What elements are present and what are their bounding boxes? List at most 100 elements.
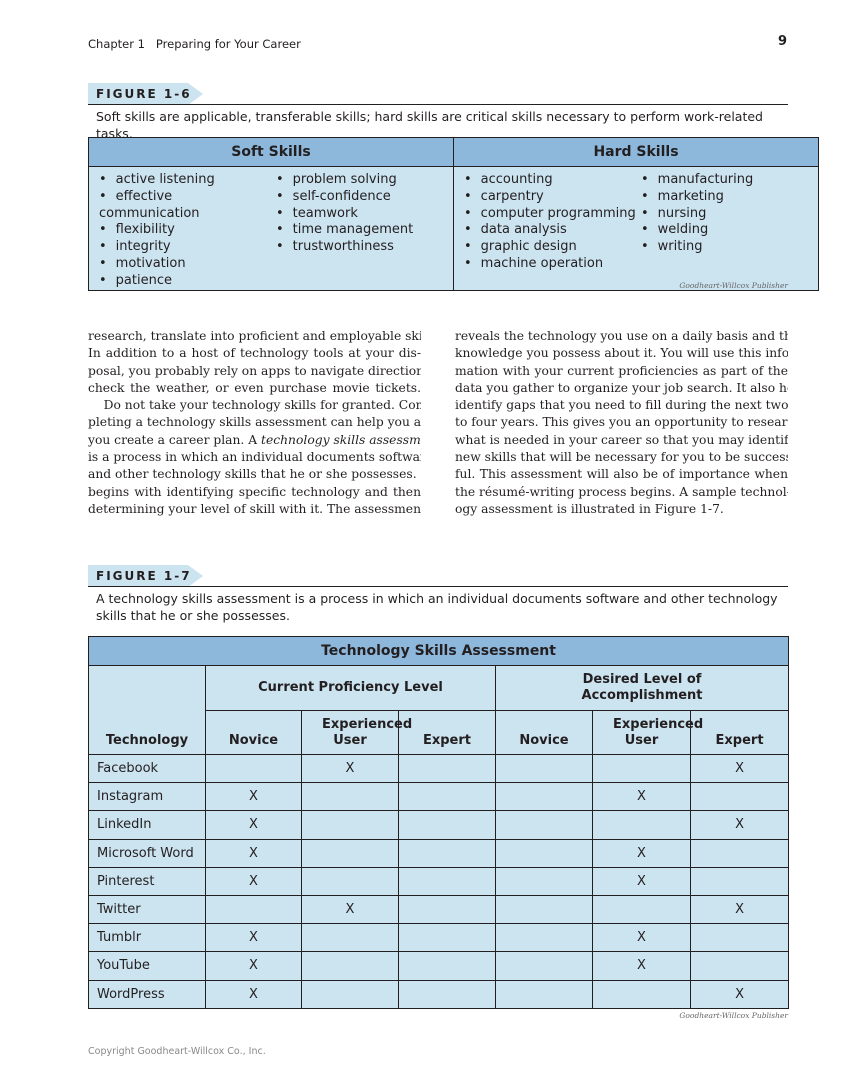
level-cell <box>301 923 399 953</box>
skill-item: time management <box>276 222 453 239</box>
table-row: YouTube X X <box>88 951 790 981</box>
page-number: 9 <box>778 34 788 49</box>
text-line: identify gaps that you need to fill duri… <box>455 398 788 413</box>
hard-skills-cell: accountingcarpentrycomputer programmingd… <box>453 166 819 291</box>
level-cell: X <box>592 866 691 896</box>
text-line: ogy assessment is illustrated in Figure … <box>455 501 724 516</box>
level-cell <box>205 753 302 784</box>
skill-item: active listening <box>99 172 276 189</box>
level-cell: X <box>689 810 790 840</box>
level-cell: X <box>592 782 691 812</box>
body-column-left: research, translate into proficient and … <box>88 328 421 518</box>
level-cell: X <box>689 753 790 784</box>
level-cell: X <box>592 838 691 868</box>
table-row: Instagram X X <box>88 782 790 812</box>
text-line: determining your level of skill with it.… <box>88 501 421 516</box>
level-cell: X <box>689 894 790 925</box>
level-cell <box>301 866 399 896</box>
hard-skills-header: Hard Skills <box>453 137 819 167</box>
table-row: Pinterest X X <box>88 866 790 896</box>
level-cell <box>398 951 496 981</box>
table-row: Microsoft Word X X <box>88 838 790 868</box>
level-cell <box>398 923 496 953</box>
level-cell <box>495 810 593 840</box>
level-cell <box>301 979 399 1009</box>
text-line: and other technology skills that he or s… <box>88 467 421 482</box>
text-line: reveals the technology you use on a dail… <box>455 329 788 343</box>
technology-name: WordPress <box>88 979 206 1009</box>
figure-label: FIGURE 1-6 <box>88 83 203 105</box>
column-header: Technology <box>88 665 206 755</box>
figure-credit: Goodheart-Willcox Publisher <box>679 281 788 290</box>
level-cell <box>495 838 593 868</box>
level-cell <box>398 810 496 840</box>
figure-credit: Goodheart-Willcox Publisher <box>679 1011 788 1020</box>
level-cell <box>205 894 302 925</box>
soft-skills-header: Soft Skills <box>88 137 454 167</box>
level-cell <box>495 923 593 953</box>
text-line: mation with your current proficiencies a… <box>455 363 788 378</box>
technology-name: Microsoft Word <box>88 838 206 868</box>
level-cell <box>495 951 593 981</box>
text-line: In addition to a host of technology tool… <box>88 346 421 361</box>
text-line: ful. This assessment will also be of imp… <box>455 467 788 482</box>
level-cell <box>301 838 399 868</box>
technology-name: LinkedIn <box>88 810 206 840</box>
skill-item: data analysis <box>464 222 641 239</box>
text-line: the résumé-writing process begins. A sam… <box>455 484 788 499</box>
table-row: Tumblr X X <box>88 923 790 953</box>
level-cell: X <box>592 951 691 981</box>
column-header: Experienced User <box>301 710 412 755</box>
skill-item: integrity <box>99 239 276 256</box>
skill-item: effective communication <box>99 189 276 223</box>
skill-item: carpentry <box>464 189 641 206</box>
text-line: posal, you probably rely on apps to navi… <box>88 363 421 378</box>
text-line: what is needed in your career so that yo… <box>455 432 788 447</box>
level-cell <box>495 894 593 925</box>
skill-item: manufacturing <box>641 172 818 189</box>
level-cell <box>495 866 593 896</box>
figure-label: FIGURE 1-7 <box>88 565 203 587</box>
technology-name: Instagram <box>88 782 206 812</box>
text-line: new skills that will be necessary for yo… <box>455 450 788 465</box>
skill-item: writing <box>641 239 818 256</box>
skill-item: marketing <box>641 189 818 206</box>
text-line: begins with identifying specific technol… <box>88 484 421 499</box>
divider <box>88 104 788 105</box>
level-cell <box>592 894 691 925</box>
technology-name: Twitter <box>88 894 206 925</box>
text-line: research, translate into proficient and … <box>88 329 421 343</box>
level-cell <box>689 782 790 812</box>
technology-name: YouTube <box>88 951 206 981</box>
level-cell: X <box>205 838 302 868</box>
soft-skills-cell: active listeningeffective communicationf… <box>88 166 454 291</box>
technology-name: Facebook <box>88 753 206 784</box>
group-header-current: Current Proficiency Level <box>205 665 496 711</box>
skill-item: nursing <box>641 206 818 223</box>
skill-item: patience <box>99 273 276 290</box>
skill-item: problem solving <box>276 172 453 189</box>
table-row: WordPress X X <box>88 979 790 1009</box>
skill-item: machine operation <box>464 256 641 273</box>
column-header: Expert <box>689 710 790 755</box>
skill-item: trustworthiness <box>276 239 453 256</box>
level-cell <box>592 979 691 1009</box>
column-header: Novice <box>205 710 302 755</box>
level-cell <box>398 838 496 868</box>
level-cell: X <box>301 894 399 925</box>
level-cell: X <box>205 782 302 812</box>
level-cell <box>689 951 790 981</box>
level-cell <box>398 782 496 812</box>
table-row: LinkedIn X X <box>88 810 790 840</box>
level-cell <box>689 838 790 868</box>
level-cell: X <box>592 923 691 953</box>
level-cell <box>592 810 691 840</box>
level-cell <box>301 782 399 812</box>
level-cell: X <box>301 753 399 784</box>
level-cell <box>495 782 593 812</box>
skill-item: welding <box>641 222 818 239</box>
level-cell: X <box>205 923 302 953</box>
level-cell <box>495 753 593 784</box>
column-header: Novice <box>495 710 593 755</box>
